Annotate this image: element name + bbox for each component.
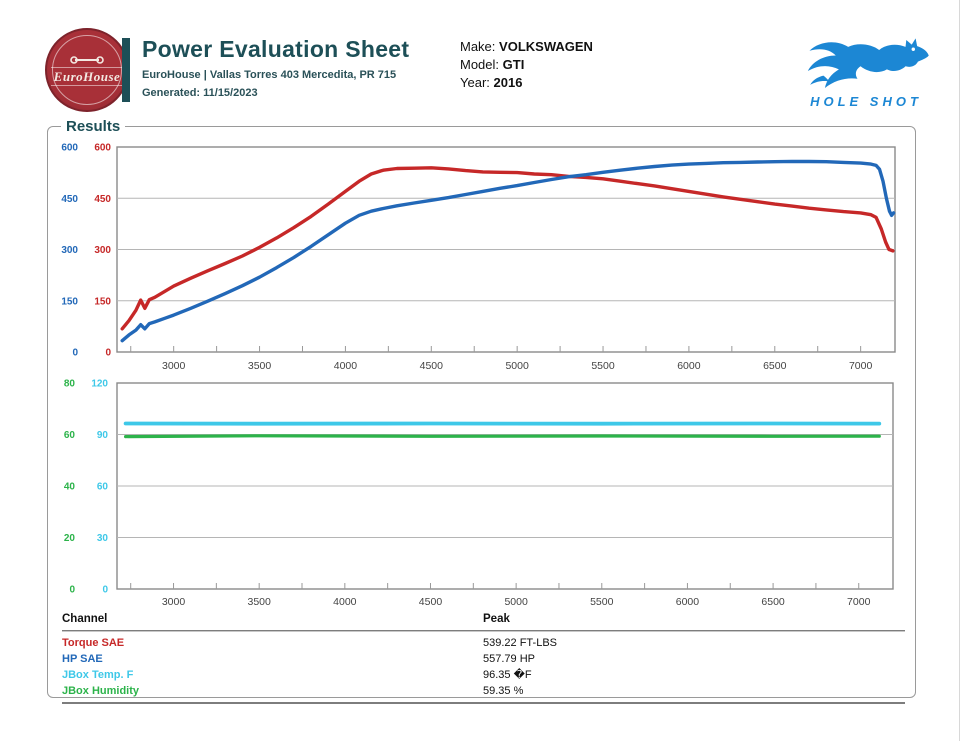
x-tick-label: 5500 <box>590 596 614 608</box>
y-tick-label-jbox-temp-f: 120 <box>91 379 108 390</box>
y-tick-label-jbox-temp-f: 0 <box>102 585 108 596</box>
x-tick-label: 6000 <box>677 360 701 372</box>
x-tick-label: 6000 <box>676 596 700 608</box>
results-section: Results <box>47 118 916 698</box>
x-tick-label: 5500 <box>591 360 615 372</box>
y-tick-label-jbox-temp-f: 90 <box>97 430 109 441</box>
peak-value: 59.35 % <box>483 685 524 697</box>
horse-logo-icon <box>807 38 929 88</box>
vehicle-year-row: Year: 2016 <box>460 74 593 92</box>
y-tick-label-hp: 300 <box>61 245 78 256</box>
make-label: Make: <box>460 39 496 54</box>
y-tick-label-hp: 600 <box>61 143 78 154</box>
x-tick-label: 3000 <box>162 596 186 608</box>
x-tick-label: 6500 <box>761 596 785 608</box>
x-tick-label: 7000 <box>847 596 871 608</box>
y-tick-label-hp: 450 <box>61 194 78 205</box>
x-tick-label: 3500 <box>248 360 272 372</box>
y-tick-label-jbox-humidity: 0 <box>69 585 75 596</box>
year-value: 2016 <box>493 75 523 90</box>
channel-column-header: Channel <box>62 613 108 625</box>
y-tick-label-jbox-humidity: 80 <box>64 379 76 390</box>
channel-name: JBox Humidity <box>62 685 140 697</box>
x-tick-label: 4500 <box>419 596 443 608</box>
peak-column-header: Peak <box>483 613 510 625</box>
peak-value: 557.79 HP <box>483 653 535 665</box>
title-block: Power Evaluation Sheet EuroHouse | Valla… <box>142 36 409 99</box>
x-tick-label: 4000 <box>334 360 358 372</box>
title-accent-bar <box>122 38 130 102</box>
x-tick-label: 3000 <box>162 360 186 372</box>
channel-name: JBox Temp. F <box>62 669 134 681</box>
vehicle-make-row: Make: VOLKSWAGEN <box>460 38 593 56</box>
table-body: Torque SAE 539.22 FT-LBS HP SAE 557.79 HP JB… <box>62 635 905 699</box>
generated-date: Generated: 11/15/2023 <box>142 87 258 99</box>
make-value: VOLKSWAGEN <box>499 39 593 54</box>
y-tick-label-torque: 150 <box>94 296 111 307</box>
table-header-row: Channel Peak <box>62 610 905 628</box>
y-tick-label-jbox-temp-f: 30 <box>97 533 109 544</box>
y-tick-label-jbox-temp-f: 60 <box>97 482 109 493</box>
year-label: Year: <box>460 75 490 90</box>
table-row-jbox-temp-f: JBox Temp. F 96.35 �F <box>62 667 905 683</box>
table-row-hp-sae: HP SAE 557.79 HP <box>62 651 905 667</box>
hole-shot-brand: HOLE SHOT <box>782 26 950 109</box>
shop-address: EuroHouse | Vallas Torres 403 Mercedita,… <box>142 69 397 81</box>
vehicle-model-row: Model: GTI <box>460 56 593 74</box>
table-header-separator <box>62 630 905 632</box>
series-torque-sae <box>120 166 895 331</box>
y-tick-label-torque: 600 <box>94 143 111 154</box>
y-tick-label-hp: 150 <box>61 296 78 307</box>
peak-value: 539.22 FT-LBS <box>483 637 557 649</box>
y-tick-label-torque: 0 <box>105 348 111 359</box>
x-tick-label: 4500 <box>420 360 444 372</box>
environment-chart: 0 20 40 60 80 0 30 60 90 120 3000 3500 4000 4500 5000 5… <box>64 379 894 608</box>
logo-inner-ring <box>52 35 122 105</box>
table-bottom-rule <box>62 702 905 704</box>
x-tick-label: 6500 <box>763 360 787 372</box>
table-row-torque-sae: Torque SAE 539.22 FT-LBS <box>62 635 905 651</box>
series-jbox-humidity <box>123 434 881 439</box>
model-value: GTI <box>502 57 525 72</box>
page-title: Power Evaluation Sheet <box>142 36 410 62</box>
brand-name: HOLE SHOT <box>810 94 922 109</box>
x-tick-label: 5000 <box>505 360 529 372</box>
results-legend: Results <box>61 118 126 135</box>
y-tick-label-jbox-humidity: 60 <box>64 430 76 441</box>
peak-table: Channel Peak Torque SAE 539.22 FT-LBS HP S… <box>62 610 905 704</box>
x-tick-label: 5000 <box>504 596 528 608</box>
peak-value: 96.35 �F <box>483 669 532 681</box>
y-tick-label-jbox-humidity: 20 <box>64 533 76 544</box>
y-tick-label-jbox-humidity: 40 <box>64 482 76 493</box>
y-tick-label-torque: 450 <box>94 194 111 205</box>
vehicle-info: Make: VOLKSWAGEN Model: GTI Year: 2016 <box>460 38 593 92</box>
table-row-jbox-humidity: JBox Humidity 59.35 % <box>62 683 905 699</box>
x-tick-label: 7000 <box>849 360 873 372</box>
model-label: Model: <box>460 57 500 72</box>
x-tick-label: 4000 <box>333 596 357 608</box>
series-hp-sae <box>120 159 896 343</box>
x-tick-label: 3500 <box>248 596 272 608</box>
y-tick-label-hp: 0 <box>72 348 78 359</box>
eurohouse-logo: EuroHouse <box>45 28 129 112</box>
channel-name: HP SAE <box>62 653 103 665</box>
y-tick-label-torque: 300 <box>94 245 111 256</box>
channel-name: Torque SAE <box>62 637 125 649</box>
